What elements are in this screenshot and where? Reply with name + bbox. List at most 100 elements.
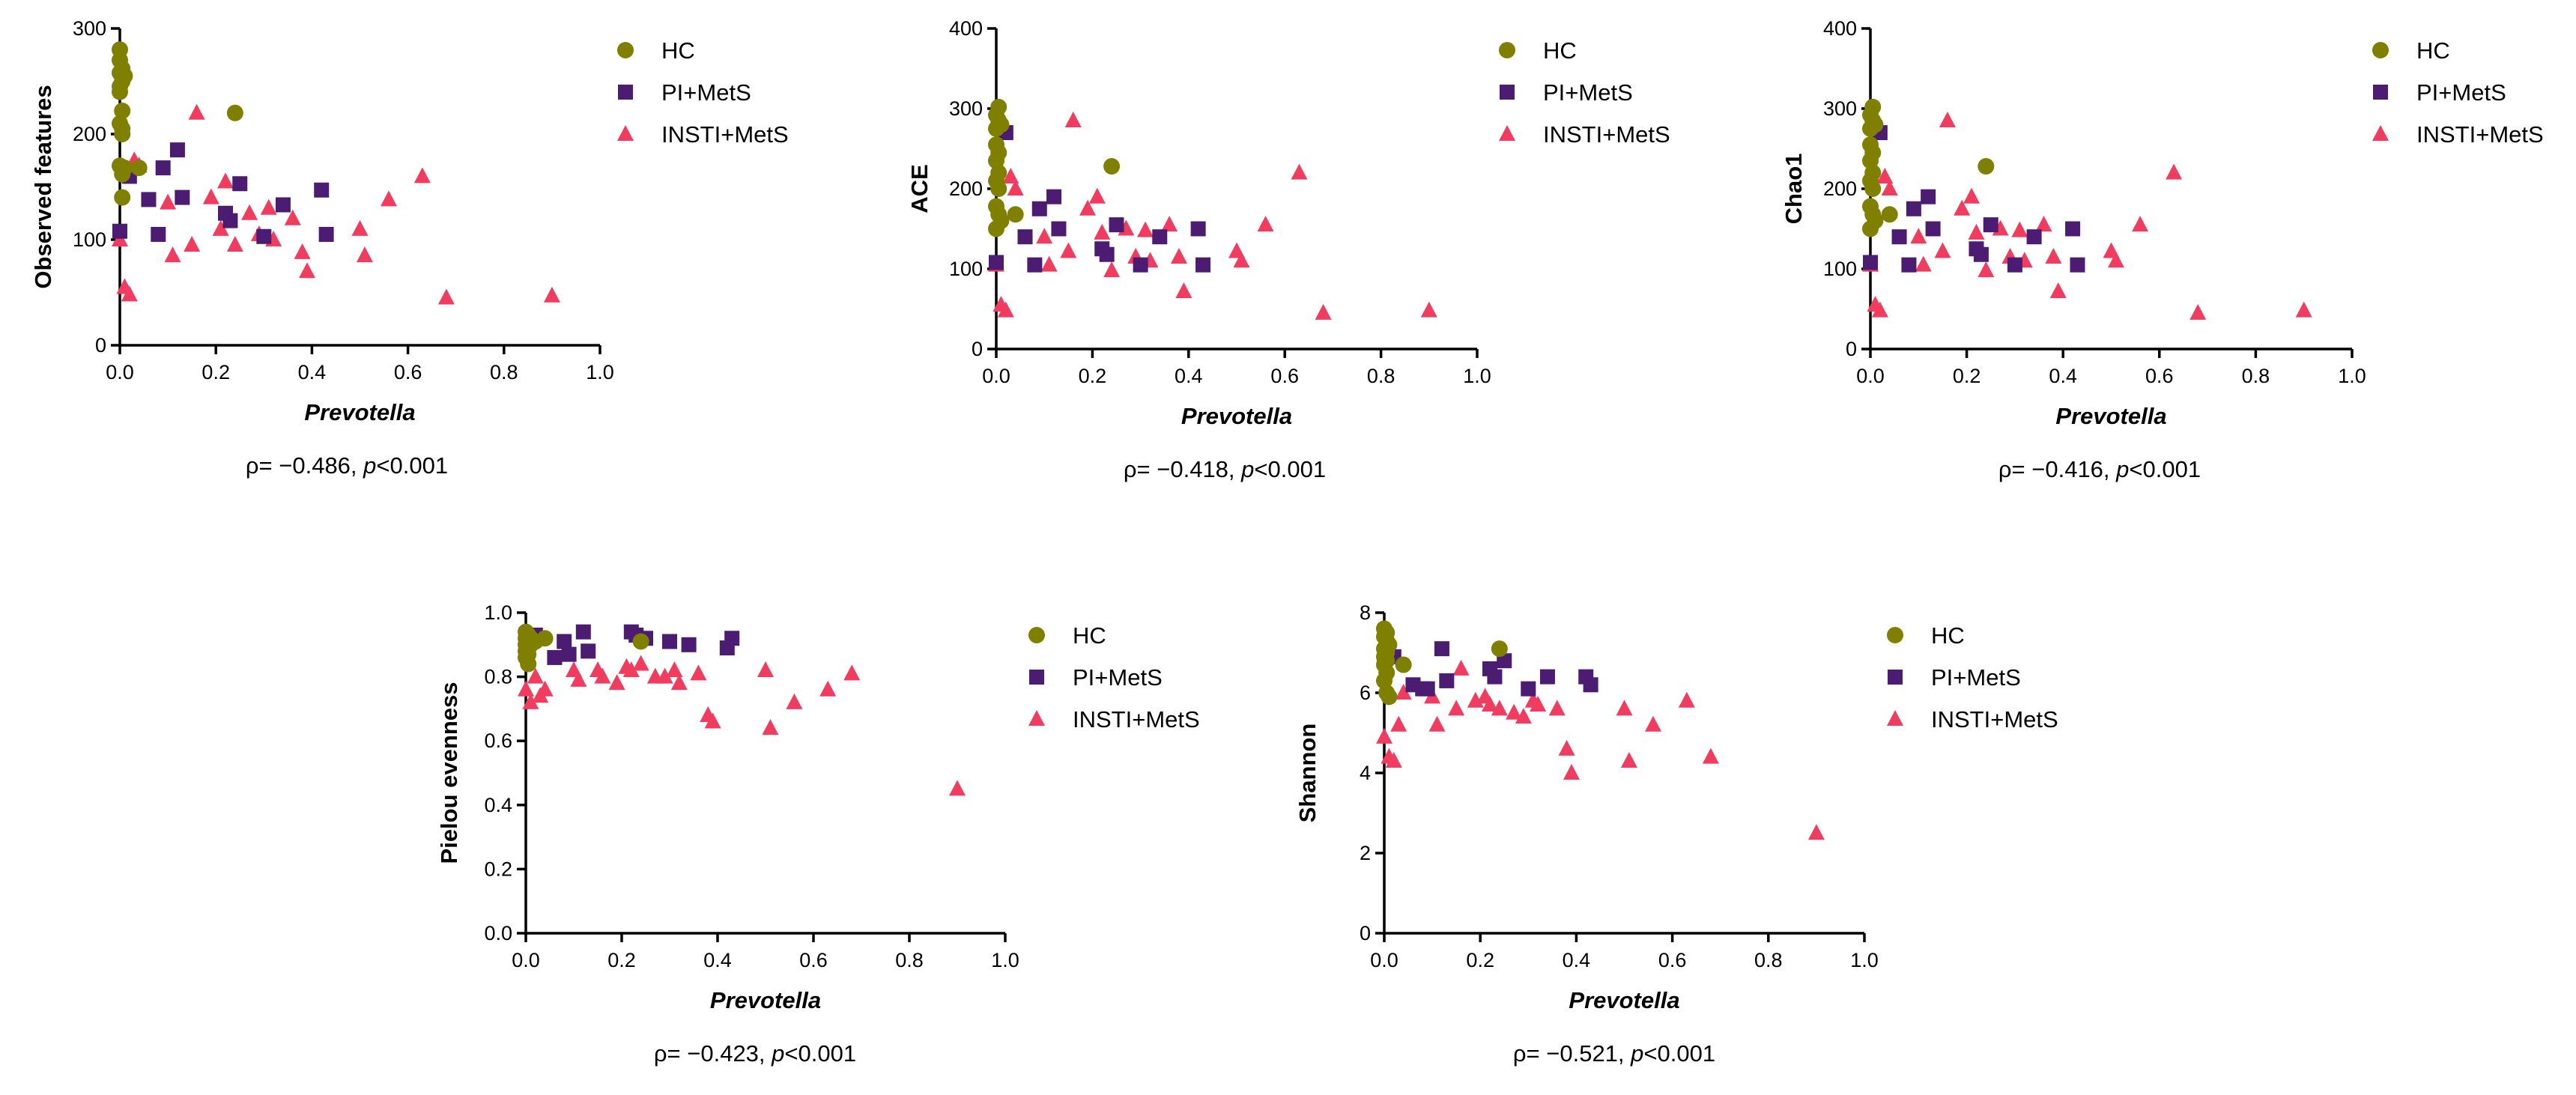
x-tick-label: 0.4 bbox=[1175, 365, 1203, 387]
y-tick-label: 0.0 bbox=[484, 922, 512, 944]
data-point-insti-mets bbox=[294, 243, 311, 259]
y-tick-label: 200 bbox=[949, 178, 983, 200]
x-tick-label: 0.8 bbox=[1367, 365, 1395, 387]
data-point-hc bbox=[520, 655, 537, 673]
data-point-pi-mets bbox=[112, 223, 127, 239]
legend-marker-insti-mets bbox=[617, 125, 634, 141]
data-point-insti-mets bbox=[997, 301, 1014, 318]
data-point-insti-mets bbox=[1644, 715, 1661, 732]
data-point-insti-mets bbox=[1871, 301, 1888, 318]
data-point-pi-mets bbox=[1906, 201, 1921, 216]
correlation-stat: ρ= −0.416, p<0.001 bbox=[1998, 456, 2201, 482]
legend-label-hc: HC bbox=[661, 37, 695, 64]
y-tick-label: 400 bbox=[949, 17, 983, 40]
data-point-hc bbox=[1103, 158, 1121, 175]
data-point-insti-mets bbox=[1175, 282, 1192, 298]
data-point-pi-mets bbox=[1921, 189, 1936, 204]
data-point-insti-mets bbox=[1257, 216, 1274, 232]
x-tick-label: 0.6 bbox=[394, 361, 422, 383]
data-point-insti-mets bbox=[594, 667, 611, 684]
data-point-hc bbox=[1881, 206, 1898, 223]
y-tick-label: 300 bbox=[1823, 97, 1857, 120]
data-point-insti-mets bbox=[1002, 167, 1019, 183]
data-point-insti-mets bbox=[1376, 727, 1392, 744]
data-point-insti-mets bbox=[1103, 261, 1121, 278]
y-tick-label: 300 bbox=[73, 17, 106, 40]
data-point-insti-mets bbox=[570, 670, 587, 687]
y-tick-label: 0.6 bbox=[484, 730, 512, 752]
legend-label-insti-mets: INSTI+MetS bbox=[1543, 121, 1670, 148]
data-point-insti-mets bbox=[1170, 247, 1187, 264]
data-point-pi-mets bbox=[1195, 257, 1211, 273]
data-point-hc bbox=[988, 220, 1004, 237]
data-point-insti-mets bbox=[522, 693, 539, 709]
data-point-insti-mets bbox=[666, 661, 683, 678]
legend-label-insti-mets: INSTI+MetS bbox=[1073, 706, 1200, 732]
data-point-pi-mets bbox=[1487, 669, 1503, 685]
data-point-pi-mets bbox=[1891, 229, 1907, 245]
x-tick-label: 1.0 bbox=[991, 949, 1019, 971]
x-tick-label: 1.0 bbox=[586, 361, 614, 383]
data-point-insti-mets bbox=[351, 219, 369, 236]
y-tick-label: 1.0 bbox=[484, 601, 512, 624]
data-point-insti-mets bbox=[757, 661, 774, 678]
data-point-pi-mets bbox=[581, 643, 596, 659]
data-point-insti-mets bbox=[1876, 167, 1894, 183]
data-point-pi-mets bbox=[2070, 257, 2085, 273]
y-tick-label: 4 bbox=[1360, 762, 1371, 784]
data-point-insti-mets bbox=[1506, 703, 1523, 720]
data-point-pi-mets bbox=[1497, 653, 1512, 669]
data-point-pi-mets bbox=[2065, 221, 2081, 237]
data-point-pi-mets bbox=[1419, 681, 1435, 697]
data-point-insti-mets bbox=[949, 780, 966, 796]
legend-label-pi-mets: PI+MetS bbox=[1931, 664, 2021, 691]
data-point-insti-mets bbox=[1702, 747, 1719, 764]
correlation-stat: ρ= −0.418, p<0.001 bbox=[1124, 456, 1326, 482]
data-point-insti-mets bbox=[1161, 216, 1178, 232]
data-point-pi-mets bbox=[662, 634, 677, 649]
data-point-hc bbox=[632, 633, 649, 650]
x-tick-label: 0.0 bbox=[1856, 365, 1885, 387]
data-point-hc bbox=[1862, 220, 1879, 237]
data-point-pi-mets bbox=[1031, 201, 1047, 216]
legend-marker-pi-mets bbox=[1500, 85, 1515, 100]
data-point-pi-mets bbox=[169, 142, 185, 158]
data-point-insti-mets bbox=[2045, 247, 2062, 264]
data-point-insti-mets bbox=[2035, 216, 2052, 232]
data-point-insti-mets bbox=[690, 664, 707, 681]
data-point-pi-mets bbox=[155, 160, 171, 176]
legend-marker-hc bbox=[1499, 42, 1515, 58]
data-point-insti-mets bbox=[1060, 242, 1077, 258]
data-point-insti-mets bbox=[2166, 163, 2183, 180]
legend-marker-pi-mets bbox=[618, 85, 633, 100]
data-point-insti-mets bbox=[1079, 199, 1096, 216]
x-tick-label: 0.0 bbox=[982, 365, 1010, 387]
data-point-hc bbox=[1491, 640, 1508, 658]
x-tick-label: 0.8 bbox=[895, 949, 924, 971]
data-point-insti-mets bbox=[1881, 180, 1898, 195]
chart-panel-2: 0 100 200 300 400 0.0 0.2 0.4 0.6 0.8 1.0 ACE Prevot… bbox=[906, 17, 1670, 482]
data-point-insti-mets bbox=[1420, 301, 1437, 318]
chart-panel-1: 0 100 200 300 0.0 0.2 0.4 0.6 0.8 1.0 Observed fea… bbox=[30, 17, 789, 479]
data-point-insti-mets bbox=[164, 246, 181, 263]
data-point-insti-mets bbox=[543, 286, 560, 303]
data-point-pi-mets bbox=[1027, 257, 1043, 273]
data-point-insti-mets bbox=[2107, 252, 2124, 268]
data-point-insti-mets bbox=[356, 246, 373, 263]
chart-panel-4: 0.0 0.2 0.4 0.6 0.8 1.0 0.0 0.2 0.4 0.6 0.8 1.0 Piel… bbox=[436, 601, 1200, 1067]
data-point-insti-mets bbox=[1807, 824, 1825, 840]
data-point-pi-mets bbox=[1583, 677, 1598, 693]
data-point-pi-mets bbox=[1901, 257, 1917, 273]
data-point-pi-mets bbox=[1017, 229, 1033, 245]
y-tick-label: 0.4 bbox=[484, 794, 512, 816]
data-point-pi-mets bbox=[547, 649, 563, 665]
data-point-insti-mets bbox=[1482, 696, 1499, 712]
legend-label-insti-mets: INSTI+MetS bbox=[2416, 121, 2544, 148]
data-point-insti-mets bbox=[1452, 659, 1470, 676]
data-point-pi-mets bbox=[1983, 217, 1998, 233]
data-point-hc bbox=[988, 120, 1004, 137]
y-tick-label: 100 bbox=[949, 258, 983, 280]
x-tick-label: 0.4 bbox=[298, 361, 327, 383]
data-point-insti-mets bbox=[1563, 764, 1580, 780]
